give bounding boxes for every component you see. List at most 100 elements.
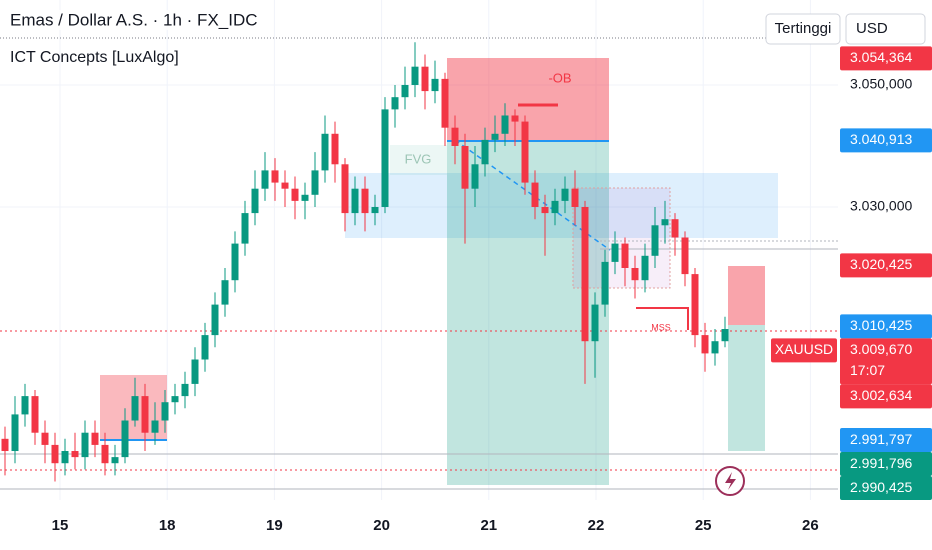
- candle-body: [681, 237, 689, 275]
- candle-body: [101, 444, 109, 464]
- candle-body: [721, 329, 729, 342]
- scale-button-label: Tertinggi: [775, 20, 832, 37]
- candle-body: [571, 188, 579, 207]
- candle-body: [471, 164, 479, 189]
- x-tick-label: 15: [52, 517, 69, 534]
- chart-title: Emas / Dollar A.S. · 1h · FX_IDC: [10, 10, 258, 29]
- candle-body: [561, 188, 569, 201]
- candle-body: [591, 304, 599, 342]
- price-tag-label: 2.991,796: [850, 455, 912, 471]
- candle-body: [201, 335, 209, 360]
- candle-body: [551, 200, 559, 214]
- candle-body: [171, 396, 179, 403]
- lightning: [725, 472, 736, 490]
- candle-body: [191, 359, 199, 384]
- candle-body: [121, 420, 129, 458]
- candle-body: [21, 396, 29, 415]
- x-tick-label: 21: [480, 517, 497, 534]
- candles: [1, 42, 729, 482]
- target-zone-right: [728, 325, 765, 451]
- candle-body: [431, 78, 439, 92]
- price-tag: [840, 253, 932, 278]
- price-tag: [840, 476, 932, 501]
- y-tick-label: 3.030,000: [850, 198, 912, 214]
- candle-body: [1, 438, 9, 452]
- price-tag-label: 3.040,913: [850, 131, 912, 147]
- candle-body: [481, 139, 489, 165]
- price-tag: [840, 338, 932, 385]
- x-tick-label: 25: [695, 517, 712, 534]
- grid-layer: [0, 0, 838, 500]
- price-tag-label: 3.054,364: [850, 49, 912, 65]
- x-tick-label: 26: [802, 517, 819, 534]
- candle-body: [711, 341, 719, 354]
- candle-body: [241, 213, 249, 244]
- candle-body: [521, 121, 529, 183]
- candle-body: [31, 396, 39, 433]
- candle-body: [611, 243, 619, 262]
- candle-body: [71, 451, 79, 458]
- x-tick-label: 22: [588, 517, 605, 534]
- candle-body: [501, 115, 509, 134]
- candle-body: [321, 133, 329, 171]
- candle-body: [461, 145, 469, 189]
- price-tag: [840, 452, 932, 477]
- price-tag: [840, 384, 932, 409]
- x-tick-label: 20: [373, 517, 390, 534]
- candle-body: [601, 261, 609, 305]
- candle-body: [11, 414, 19, 452]
- candle-body: [221, 280, 229, 305]
- price-tag: [840, 428, 932, 453]
- candle-body: [411, 66, 419, 85]
- indicator-name: ICT Concepts [LuxAlgo]: [10, 49, 179, 66]
- currency-button[interactable]: [845, 13, 926, 45]
- fvg-label: FVG: [405, 151, 432, 166]
- candle-body: [451, 127, 459, 146]
- countdown: 17:07: [850, 362, 885, 378]
- candle-body: [621, 243, 629, 268]
- price-tag-label: 2.991,797: [850, 431, 912, 447]
- candle-body: [181, 383, 189, 397]
- candle-body: [211, 304, 219, 336]
- candle-body: [651, 225, 659, 256]
- candle-body: [151, 420, 159, 433]
- candle-body: [111, 457, 119, 464]
- candle-body: [391, 97, 399, 110]
- currency-button-label: USD: [856, 20, 888, 37]
- candle-body: [641, 255, 649, 281]
- mss-label: MSS: [651, 322, 671, 332]
- price-tag-label: 3.009,670: [850, 341, 912, 357]
- candle-body: [671, 219, 679, 238]
- candle-body: [421, 66, 429, 92]
- candle-body: [331, 133, 339, 165]
- candle-body: [291, 188, 299, 201]
- x-tick-label: 19: [266, 517, 283, 534]
- price-tag-label: 2.990,425: [850, 479, 912, 495]
- price-tag: [840, 128, 932, 153]
- candle-body: [511, 115, 519, 122]
- projection: [454, 139, 611, 251]
- candle-body: [541, 206, 549, 214]
- symbol-label: XAUUSD: [775, 341, 833, 357]
- candle-body: [311, 170, 319, 195]
- candle-body: [371, 206, 379, 214]
- candle-body: [161, 402, 169, 421]
- scale-button[interactable]: [765, 13, 841, 45]
- stop-zone-right: [728, 266, 765, 325]
- y-tick-label: 3.050,000: [850, 76, 912, 92]
- symbol-tag: [771, 338, 837, 363]
- candle-body: [351, 188, 359, 214]
- candle-body: [81, 432, 89, 458]
- x-tick-label: 18: [159, 517, 176, 534]
- candle-body: [51, 444, 59, 464]
- candle-body: [301, 194, 309, 201]
- mss-line: [636, 307, 689, 330]
- price-tag-label: 3.020,425: [850, 256, 912, 272]
- candle-body: [531, 182, 539, 207]
- price-tag-label: 3.002,634: [850, 387, 912, 403]
- candle-body: [141, 396, 149, 433]
- candle-body: [41, 432, 49, 445]
- candle-body: [381, 109, 389, 207]
- price-tag-label: 3.010,425: [850, 317, 912, 333]
- candle-body: [441, 78, 449, 128]
